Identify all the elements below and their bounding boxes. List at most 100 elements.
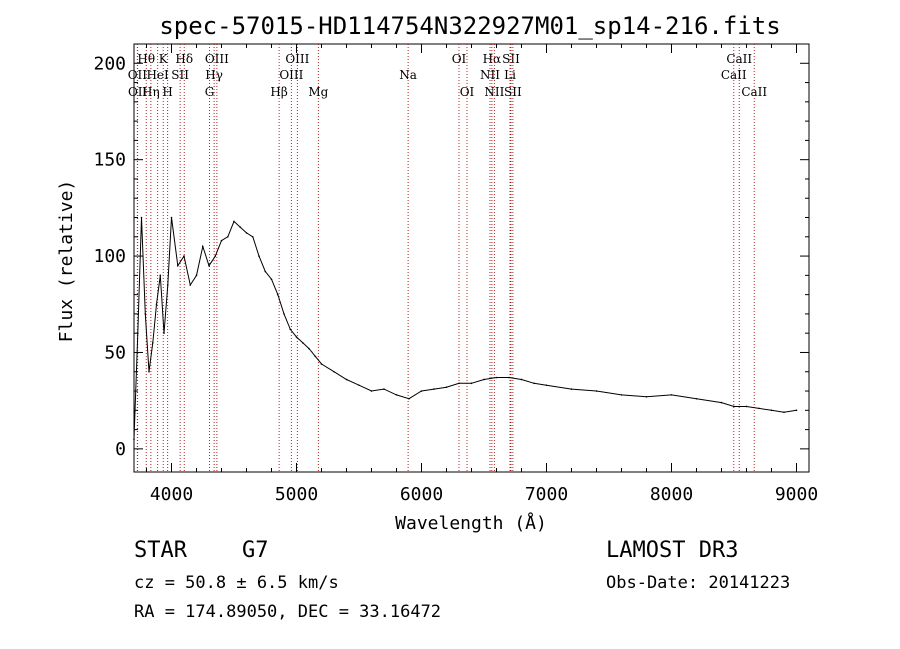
data-point-15 [201, 245, 204, 248]
data-point-57 [670, 394, 673, 396]
data-point-16 [208, 264, 210, 267]
plot-frame [133, 43, 810, 473]
data-point-34 [320, 363, 323, 365]
data-point-13 [189, 284, 192, 286]
subclass: G7 [242, 538, 269, 563]
x-tick-label-3: 7000 [525, 484, 568, 505]
data-point-49 [508, 376, 510, 379]
line-label-10: Hγ [205, 68, 223, 82]
data-point-11 [176, 264, 179, 267]
line-label-23: Li [504, 68, 516, 82]
data-point-24 [258, 255, 260, 257]
line-label-9: OIII [205, 52, 229, 66]
line-label-0: Hθ [137, 52, 155, 66]
x-tick-label-5: 9000 [775, 484, 818, 505]
data-point-59 [720, 401, 723, 404]
data-point-45 [458, 382, 460, 385]
line-label-12: Hβ [270, 85, 287, 99]
data-point-31 [301, 342, 304, 344]
data-point-64 [783, 411, 785, 414]
x-tick-label-2: 6000 [400, 484, 443, 505]
y-tick-label-2: 100 [93, 246, 126, 267]
coordinates: RA = 174.89050, DEC = 33.16472 [134, 602, 442, 622]
line-label-16: Na [399, 68, 417, 82]
data-point-12 [183, 255, 185, 257]
data-point-48 [495, 376, 498, 379]
data-point-18 [220, 239, 223, 242]
data-point-5 [151, 342, 154, 344]
data-point-53 [570, 388, 573, 390]
data-point-37 [358, 384, 360, 387]
data-point-41 [408, 397, 410, 400]
line-label-27: CaII [741, 85, 767, 99]
data-point-0 [133, 438, 135, 441]
data-point-32 [308, 347, 310, 350]
survey-name: LAMOST DR3 [606, 538, 739, 563]
data-point-17 [214, 255, 217, 257]
data-point-8 [163, 332, 165, 334]
data-point-10 [170, 216, 173, 219]
data-point-28 [283, 313, 285, 315]
data-point-63 [770, 409, 773, 412]
data-point-47 [483, 378, 485, 381]
data-point-27 [276, 293, 279, 296]
data-point-2 [140, 216, 143, 219]
data-point-42 [420, 390, 423, 392]
data-point-62 [758, 407, 760, 410]
data-point-60 [733, 405, 735, 408]
line-label-15: Mg [308, 85, 328, 99]
line-label-22: SII [502, 52, 520, 66]
line-label-20: NII [480, 68, 500, 82]
data-point-36 [345, 378, 348, 381]
data-point-7 [159, 274, 162, 277]
data-point-26 [270, 278, 273, 281]
data-point-38 [370, 390, 373, 392]
line-label-7: SII [171, 68, 189, 82]
line-label-19: Hα [483, 52, 502, 66]
line-label-8: Hδ [175, 52, 193, 66]
y-tick-label-4: 200 [93, 53, 126, 74]
data-point-65 [795, 409, 798, 412]
line-label-4: HeI [146, 68, 169, 82]
data-point-55 [620, 394, 623, 396]
data-point-40 [395, 394, 398, 396]
axes: 4000 5000 6000 7000 8000 9000 0 50 100 150 200 [93, 44, 818, 505]
y-tick-label-1: 50 [104, 342, 126, 363]
y-axis-label: Flux (relative) [56, 180, 77, 343]
data-point-54 [595, 390, 598, 392]
data-point-61 [745, 405, 748, 408]
line-label-6: H [162, 85, 172, 99]
line-label-5: K [159, 52, 169, 66]
data-point-4 [148, 370, 150, 373]
y-tick-label-3: 150 [93, 150, 126, 171]
line-label-24: SII [504, 85, 522, 99]
x-axis-label: Wavelength (Å) [395, 512, 547, 534]
data-point-44 [445, 386, 448, 388]
data-point-20 [233, 220, 235, 223]
data-point-14 [195, 274, 198, 277]
line-label-2: OII [128, 85, 148, 99]
line-label-18: OI [460, 85, 475, 99]
data-point-6 [155, 303, 158, 306]
y-tick-label-0: 0 [115, 439, 126, 460]
data-point-19 [226, 235, 229, 238]
data-point-39 [383, 388, 385, 390]
object-class: STAR [134, 538, 187, 563]
data-point-51 [533, 382, 535, 385]
line-label-3: Hη [142, 85, 160, 99]
x-tick-label-1: 5000 [275, 484, 318, 505]
spectrum-series [133, 216, 798, 441]
data-point-9 [166, 284, 169, 286]
obs-date: Obs-Date: 20141223 [606, 573, 791, 593]
line-label-25: CaII [726, 52, 752, 66]
data-point-35 [333, 370, 335, 373]
data-point-46 [470, 382, 473, 385]
data-point-22 [245, 232, 248, 234]
data-point-23 [251, 235, 254, 238]
line-label-21: NII [484, 85, 504, 99]
data-point-50 [520, 378, 523, 381]
data-point-43 [433, 388, 435, 390]
data-point-58 [695, 397, 698, 400]
